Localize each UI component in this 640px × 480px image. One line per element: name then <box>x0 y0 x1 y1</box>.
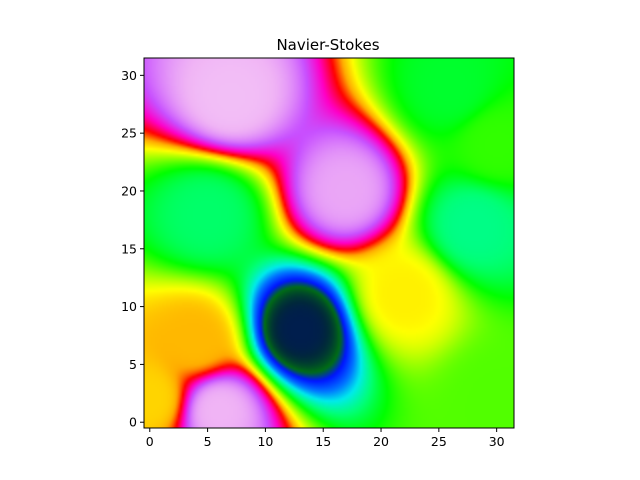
x-tick-label: 5 <box>204 434 212 449</box>
x-axis: 0 5 10 15 20 25 30 <box>146 428 505 449</box>
plot-frame <box>143 57 515 429</box>
x-tick-label: 20 <box>373 434 389 449</box>
y-tick-label: 25 <box>121 126 137 141</box>
y-tick-label: 10 <box>121 299 137 314</box>
y-tick-label: 15 <box>121 241 137 256</box>
chart-title: Navier-Stokes <box>276 36 379 54</box>
y-tick-label: 30 <box>121 68 137 83</box>
x-tick-label: 0 <box>146 434 154 449</box>
plot-area <box>143 57 515 429</box>
x-tick-label: 10 <box>257 434 273 449</box>
x-tick-label: 30 <box>489 434 505 449</box>
y-axis: 0 5 10 15 20 25 30 <box>121 68 144 430</box>
x-tick-label: 15 <box>315 434 331 449</box>
x-tick-label: 25 <box>431 434 447 449</box>
y-tick-label: 0 <box>129 415 137 430</box>
y-tick-label: 20 <box>121 183 137 198</box>
y-tick-label: 5 <box>129 357 137 372</box>
heatmap-image <box>144 58 514 428</box>
